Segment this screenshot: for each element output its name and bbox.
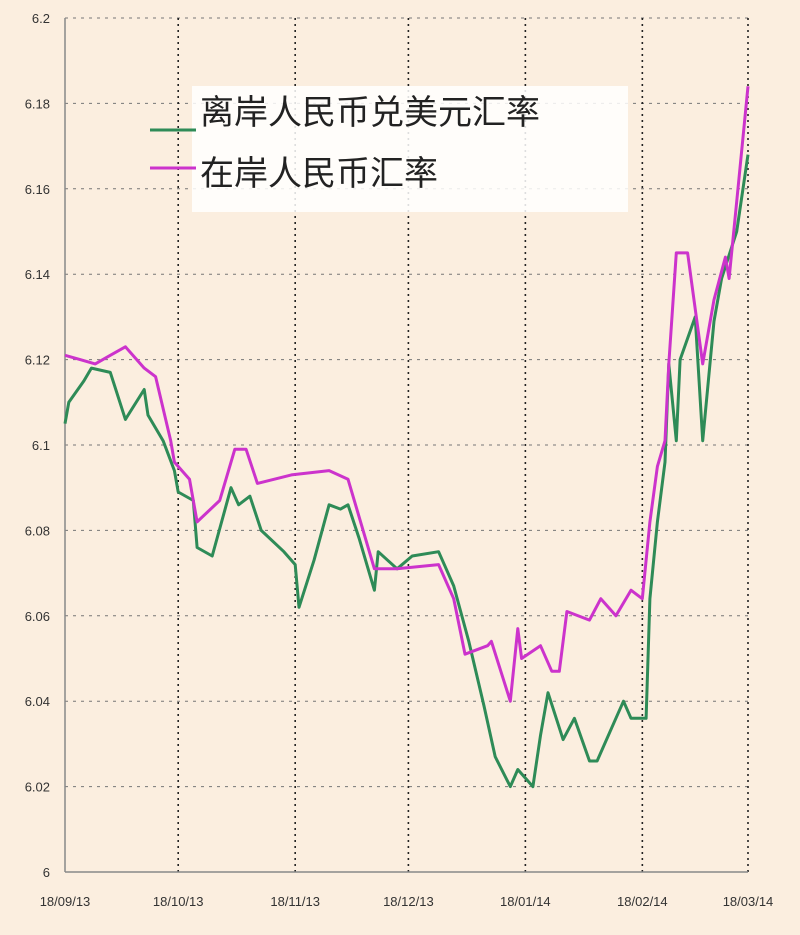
y-tick-label: 6.12: [25, 353, 50, 368]
axes: 6 6.02 6.04 6.06 6.08 6.1 6.12 6.14 6.16 6.18 6.2 1…: [25, 11, 774, 909]
x-tick-label: 18/01/14: [500, 894, 551, 909]
offshore-rate-line: [63, 154, 750, 789]
y-tick-label: 6: [43, 865, 50, 880]
onshore-rate-line: [64, 86, 750, 703]
y-tick-label: 6.04: [25, 694, 50, 709]
y-tick-label: 6.18: [25, 96, 50, 111]
y-tick-label: 6.1: [32, 438, 50, 453]
x-tick-label: 18/09/13: [40, 894, 91, 909]
x-tick-label: 18/02/14: [617, 894, 668, 909]
x-tick-label: 18/11/13: [270, 894, 320, 909]
legend-label-onshore: 在岸人民币汇率: [200, 154, 438, 194]
series-lines: [63, 86, 750, 789]
y-tick-label: 6.14: [25, 267, 50, 282]
x-tick-label: 18/10/13: [153, 894, 204, 909]
y-tick-label: 6.02: [25, 780, 50, 795]
y-tick-label: 6.08: [25, 523, 50, 538]
grid: [65, 17, 749, 872]
legend-background: [192, 86, 628, 212]
y-tick-label: 6.2: [32, 11, 50, 26]
y-tick-label: 6.16: [25, 182, 50, 197]
y-tick-label: 6.06: [25, 609, 50, 624]
legend-label-offshore: 离岸人民币兑美元汇率: [200, 93, 540, 133]
legend: 离岸人民币兑美元汇率 在岸人民币汇率: [150, 86, 628, 212]
x-tick-label: 18/12/13: [383, 894, 434, 909]
x-tick-label: 18/03/14: [723, 894, 774, 909]
